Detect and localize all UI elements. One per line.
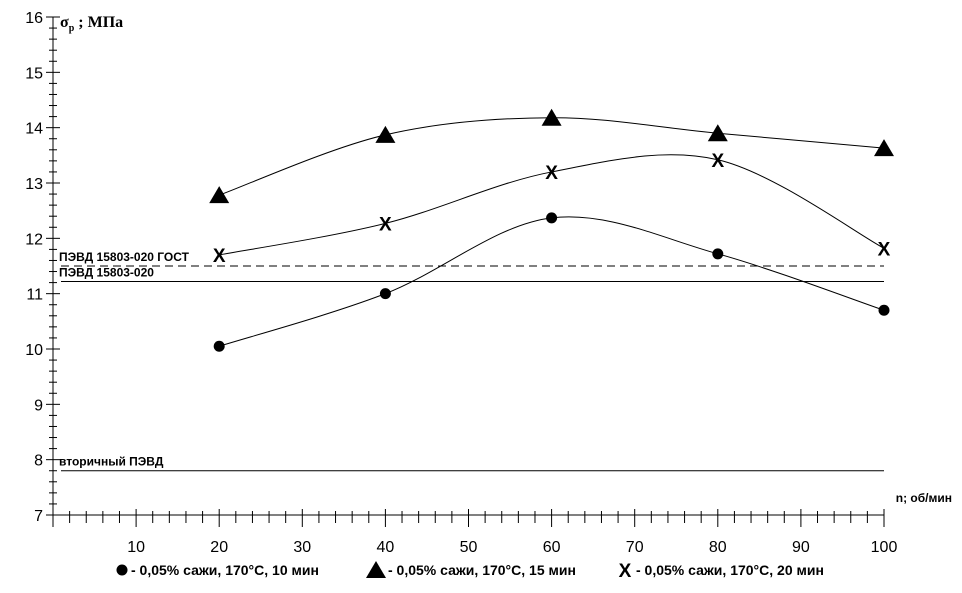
y-axis-title-subscript: р: [69, 23, 75, 34]
series-point: X: [379, 214, 392, 235]
legend-marker: [116, 564, 128, 576]
legend-marker: [366, 561, 386, 578]
series-point: [541, 108, 562, 126]
y-tick-label: 13: [25, 176, 43, 193]
legend-marker: X: [619, 561, 632, 582]
series-line: [219, 154, 885, 256]
x-tick-label: 90: [792, 539, 810, 556]
series-point: [213, 340, 225, 352]
reference-line-label: ПЭВД 15803-020: [59, 265, 154, 279]
reference-line-label: вторичный ПЭВД: [59, 455, 164, 469]
axes-group: 7 8 9 10 11 12 13 14 15 16 10 20 30 40 50 60 70 80 90 100: [25, 10, 897, 556]
series-point: [546, 212, 558, 224]
series-point: [878, 304, 890, 316]
axis-titles-group: σр ; МПа n; об/мин: [60, 14, 952, 505]
series-point: [375, 125, 396, 143]
legend-label: - 0,05% сажи, 170°С, 20 мин: [636, 562, 824, 578]
series-point: [379, 288, 391, 300]
y-tick-label: 12: [25, 231, 43, 248]
series-point: [209, 186, 230, 204]
x-tick-label: 60: [543, 539, 561, 556]
x-tick-label: 40: [377, 539, 395, 556]
x-tick-label: 100: [871, 539, 898, 556]
legend-label: - 0,05% сажи, 170°С, 10 мин: [131, 562, 319, 578]
series-group: X X X X X: [209, 108, 894, 352]
series-point: X: [711, 151, 724, 172]
y-axis-title-symbol: σ: [60, 14, 69, 31]
reference-line-label: ПЭВД 15803-020 ГОСТ: [59, 250, 190, 264]
y-tick-label: 9: [34, 397, 43, 414]
y-tick-label: 8: [34, 453, 43, 470]
y-tick-label: 16: [25, 10, 43, 27]
series-point: [707, 124, 728, 142]
y-axis-title: σр ; МПа: [60, 14, 123, 34]
y-tick-label: 14: [25, 121, 43, 138]
series-point: X: [878, 239, 891, 260]
series-point: X: [545, 163, 558, 184]
x-axis-title: n; об/мин: [896, 491, 952, 505]
x-tick-label: 70: [626, 539, 644, 556]
legend: - 0,05% сажи, 170°С, 10 мин - 0,05% сажи,…: [116, 561, 824, 582]
y-tick-label: 15: [25, 65, 43, 82]
y-tick-label: 10: [25, 342, 43, 359]
x-tick-label: 50: [460, 539, 478, 556]
series-point: [874, 139, 894, 157]
series-point: [712, 248, 724, 260]
x-tick-label: 30: [293, 539, 311, 556]
y-axis-title-unit: ; МПа: [74, 14, 123, 31]
series-point: X: [213, 246, 226, 267]
legend-label: - 0,05% сажи, 170°С, 15 мин: [388, 562, 576, 578]
x-tick-label: 10: [127, 539, 145, 556]
y-tick-label: 7: [34, 508, 43, 525]
x-tick-label: 20: [210, 539, 228, 556]
x-tick-label: 80: [709, 539, 727, 556]
y-tick-label: 11: [26, 287, 43, 304]
